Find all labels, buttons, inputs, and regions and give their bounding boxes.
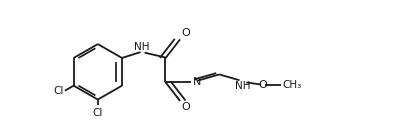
Text: NH: NH: [134, 42, 150, 52]
Text: NH: NH: [235, 81, 250, 91]
Text: O: O: [258, 80, 267, 90]
Text: N: N: [193, 77, 201, 87]
Text: Cl: Cl: [93, 108, 103, 118]
Text: O: O: [182, 28, 190, 38]
Text: CH₃: CH₃: [283, 80, 302, 90]
Text: O: O: [182, 102, 190, 112]
Text: Cl: Cl: [53, 86, 63, 96]
